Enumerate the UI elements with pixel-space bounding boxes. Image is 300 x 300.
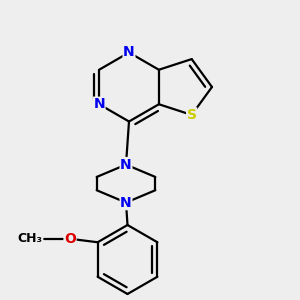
Text: CH₃: CH₃ <box>18 232 43 245</box>
Text: N: N <box>120 196 132 210</box>
Text: N: N <box>93 97 105 111</box>
Text: O: O <box>64 232 76 246</box>
Text: N: N <box>123 46 135 59</box>
Text: S: S <box>187 108 197 122</box>
Text: N: N <box>120 158 132 172</box>
